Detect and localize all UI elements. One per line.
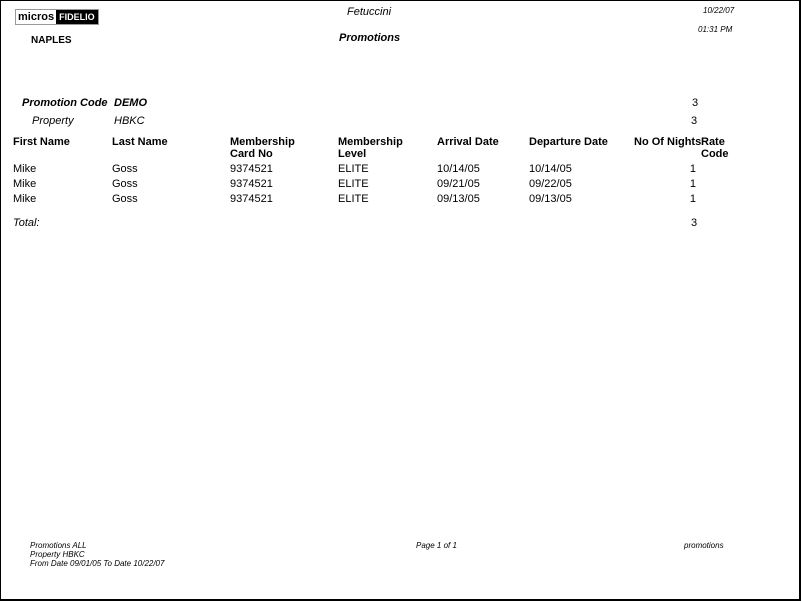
table-cell: ELITE bbox=[338, 163, 369, 175]
report-title: Promotions bbox=[339, 32, 401, 44]
table-cell: 09/22/05 bbox=[529, 178, 572, 190]
table-cell: 1 bbox=[689, 193, 696, 205]
table-cell: Mike bbox=[13, 193, 37, 205]
footer-property-filter: Property HBKC bbox=[30, 550, 85, 559]
footer-promotions-filter: Promotions ALL bbox=[30, 541, 87, 550]
column-header-departure: Departure Date bbox=[529, 136, 608, 148]
column-header-rate-code: Rate Code bbox=[701, 136, 729, 160]
total-label: Total: bbox=[13, 217, 40, 229]
table-cell: 9374521 bbox=[230, 163, 273, 175]
micros-fidelio-logo: micros FIDELIO bbox=[15, 9, 99, 25]
table-cell: 9374521 bbox=[230, 178, 273, 190]
table-cell: Mike bbox=[13, 178, 37, 190]
table-cell: Goss bbox=[112, 163, 138, 175]
property-label: Property bbox=[32, 115, 74, 127]
table-cell: ELITE bbox=[338, 193, 369, 205]
promotion-code-value: DEMO bbox=[114, 97, 147, 109]
table-cell: ELITE bbox=[338, 178, 369, 190]
table-cell: 09/21/05 bbox=[437, 178, 480, 190]
table-cell: Goss bbox=[112, 178, 138, 190]
table-cell: 9374521 bbox=[230, 193, 273, 205]
table-cell: 1 bbox=[689, 178, 696, 190]
column-header-first-name: First Name bbox=[13, 136, 70, 148]
company-name: Fetuccini bbox=[347, 6, 392, 18]
report-date: 10/22/07 bbox=[703, 6, 735, 15]
column-header-card-no: Membership Card No bbox=[230, 136, 295, 160]
footer-page-number: Page 1 of 1 bbox=[416, 541, 457, 550]
table-cell: Goss bbox=[112, 193, 138, 205]
footer-date-range: From Date 09/01/05 To Date 10/22/07 bbox=[30, 559, 165, 568]
property-count: 3 bbox=[691, 115, 698, 127]
column-header-arrival: Arrival Date bbox=[437, 136, 499, 148]
footer-report-name: promotions bbox=[684, 541, 724, 550]
column-header-nights: No Of Nights bbox=[634, 136, 702, 148]
report-time: 01:31 PM bbox=[698, 25, 733, 34]
property-value: HBKC bbox=[114, 115, 145, 127]
table-cell: Mike bbox=[13, 163, 37, 175]
table-cell: 09/13/05 bbox=[529, 193, 572, 205]
table-cell: 10/14/05 bbox=[437, 163, 480, 175]
column-header-level: Membership Level bbox=[338, 136, 403, 160]
table-cell: 1 bbox=[689, 163, 696, 175]
promotion-code-label: Promotion Code bbox=[22, 97, 108, 109]
total-value: 3 bbox=[691, 217, 698, 229]
property-name: NAPLES bbox=[31, 35, 72, 46]
column-header-last-name: Last Name bbox=[112, 136, 168, 148]
table-cell: 10/14/05 bbox=[529, 163, 572, 175]
promotion-count: 3 bbox=[692, 97, 699, 109]
table-cell: 09/13/05 bbox=[437, 193, 480, 205]
